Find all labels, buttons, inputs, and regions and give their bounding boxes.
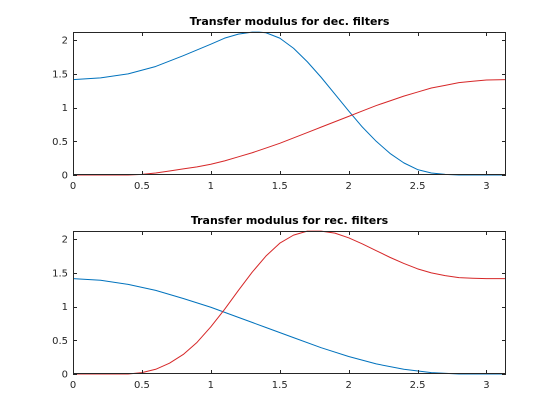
x-tick-label: 1.5 xyxy=(272,380,288,391)
x-tick-label: 1 xyxy=(208,380,214,391)
x-tick-label: 2.5 xyxy=(410,181,426,192)
x-tick-label: 3 xyxy=(483,181,489,192)
plot-area xyxy=(73,32,506,175)
x-tick-label: 2 xyxy=(345,181,351,192)
series-line-2 xyxy=(73,79,507,176)
axes-box xyxy=(73,231,506,374)
x-tick-label: 1 xyxy=(208,181,214,192)
x-tick-label: 0 xyxy=(70,380,76,391)
x-tick-label: 0.5 xyxy=(134,181,150,192)
y-tick-label: 0 xyxy=(62,171,68,182)
chart-decimation-filters: Transfer modulus for dec. filters 0 0.5 1 1… xyxy=(52,15,507,192)
y-tick-label: 1 xyxy=(62,302,68,313)
x-tick-label: 0.5 xyxy=(134,380,150,391)
x-tick-label: 0 xyxy=(70,181,76,192)
y-tick-label: 1.5 xyxy=(52,268,68,279)
y-tick-label: 2 xyxy=(62,36,68,47)
series-line-1 xyxy=(72,31,506,176)
y-tick-label: 0 xyxy=(62,370,68,381)
y-tick-label: 0.5 xyxy=(52,137,68,148)
plot-area xyxy=(73,231,506,374)
y-tick-label: 1 xyxy=(62,103,68,114)
y-tick-label: 0.5 xyxy=(52,336,68,347)
chart-reconstruction-filters: Transfer modulus for rec. filters 0 0.5 1 1… xyxy=(52,214,506,391)
y-tick-label: 1.5 xyxy=(52,69,68,80)
x-tick-label: 2 xyxy=(345,380,351,391)
axes-box xyxy=(73,32,506,175)
x-tick-label: 3 xyxy=(483,380,489,391)
chart-title: Transfer modulus for dec. filters xyxy=(190,15,390,28)
chart-title: Transfer modulus for rec. filters xyxy=(191,214,389,227)
x-tick-label: 1.5 xyxy=(272,181,288,192)
y-tick-label: 2 xyxy=(62,235,68,246)
x-tick-label: 2.5 xyxy=(410,380,426,391)
